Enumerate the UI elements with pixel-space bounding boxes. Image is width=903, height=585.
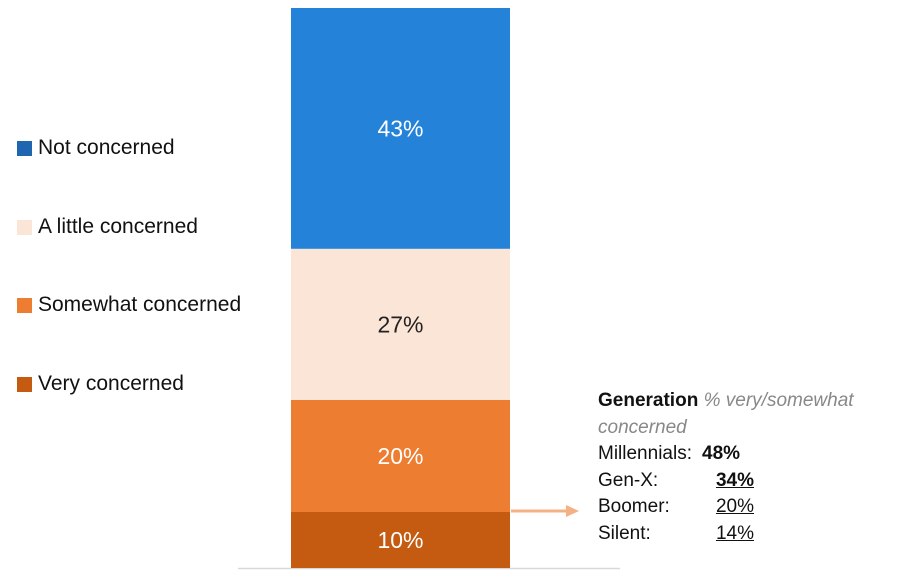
legend-swatch: [17, 140, 32, 156]
generation-row: Millennials: 48%: [598, 441, 903, 468]
row-value: 34%: [715, 469, 754, 491]
data-label: 10%: [377, 527, 423, 553]
generation-row: Boomer: 20%: [598, 494, 903, 521]
legend-swatch: [17, 297, 32, 313]
bar-segment-very-concerned: [291, 512, 510, 568]
legend-swatch: [17, 376, 32, 392]
legend-label: Very concerned: [38, 372, 184, 395]
row-label: Millennials:: [598, 443, 692, 464]
legend-item-somewhat-concerned: Somewhat concerned: [17, 293, 241, 317]
data-label: 43%: [377, 115, 423, 141]
generation-title: Generation: [598, 390, 699, 411]
legend-item-not-concerned: Not concerned: [17, 136, 175, 160]
generation-row: Gen-X: 34%: [598, 468, 903, 495]
bar-segment-somewhat-concerned: [291, 400, 510, 512]
arrow-head-icon: [566, 505, 579, 517]
row-value: 14%: [715, 522, 754, 544]
legend-label: A little concerned: [38, 215, 198, 238]
row-value: 20%: [715, 496, 754, 517]
legend-label: Not concerned: [38, 136, 175, 159]
legend-item-a-little-concerned: A little concerned: [17, 215, 198, 239]
legend-label: Somewhat concerned: [38, 293, 242, 316]
legend-swatch: [17, 219, 32, 235]
data-label: 20%: [377, 443, 423, 469]
bar-segment-a-little-concerned: [291, 248, 510, 400]
generation-callout: Generation % very/somewhat concerned Mil…: [598, 388, 903, 547]
generation-subtitle: % very/somewhat concerned: [598, 390, 854, 438]
row-value: 48%: [702, 443, 741, 464]
row-label: Boomer:: [598, 496, 670, 517]
row-label: Silent:: [598, 522, 651, 544]
row-label: Gen-X:: [598, 469, 659, 491]
legend-item-very-concerned: Very concerned: [17, 372, 184, 396]
bar-segment-not-concerned: [291, 8, 510, 249]
data-label: 27%: [377, 311, 423, 337]
generation-row: Silent: 14%: [598, 521, 903, 548]
